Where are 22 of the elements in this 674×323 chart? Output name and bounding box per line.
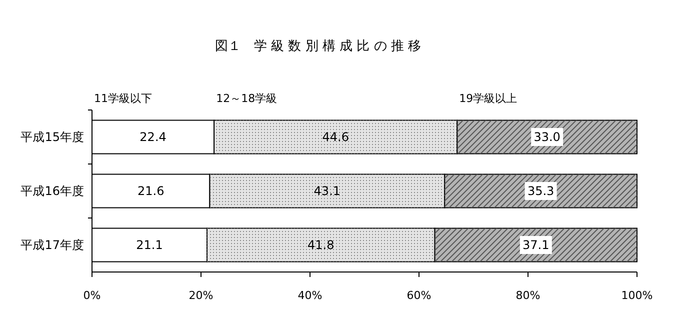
data-label: 22.4 bbox=[140, 130, 166, 144]
data-label: 33.0 bbox=[534, 130, 560, 144]
data-label: 21.6 bbox=[138, 184, 164, 198]
y-tick-label: 平成17年度 bbox=[20, 238, 84, 252]
x-tick-label: 60% bbox=[406, 289, 432, 302]
y-tick-label: 平成15年度 bbox=[20, 130, 84, 144]
data-label: 37.1 bbox=[522, 238, 550, 252]
y-tick-label: 平成16年度 bbox=[20, 184, 84, 198]
data-label: 21.1 bbox=[136, 238, 163, 252]
x-tick-label: 100% bbox=[621, 289, 653, 302]
chart-title: 図１ 学 級 数 別 構 成 比 の 推 移 bbox=[214, 39, 422, 54]
x-tick-label: 40% bbox=[298, 289, 322, 302]
series-label: 19学級以上 bbox=[459, 92, 518, 105]
x-tick-label: 80% bbox=[516, 289, 540, 302]
x-tick-label: 20% bbox=[188, 289, 214, 302]
series-label: 12～18学級 bbox=[216, 92, 278, 105]
data-label: 44.6 bbox=[322, 130, 349, 144]
data-label: 43.1 bbox=[314, 184, 341, 198]
data-label: 41.8 bbox=[308, 238, 334, 252]
x-tick-label: 0% bbox=[83, 289, 101, 302]
series-label: 11学級以下 bbox=[94, 92, 152, 105]
data-label: 35.3 bbox=[527, 184, 554, 198]
